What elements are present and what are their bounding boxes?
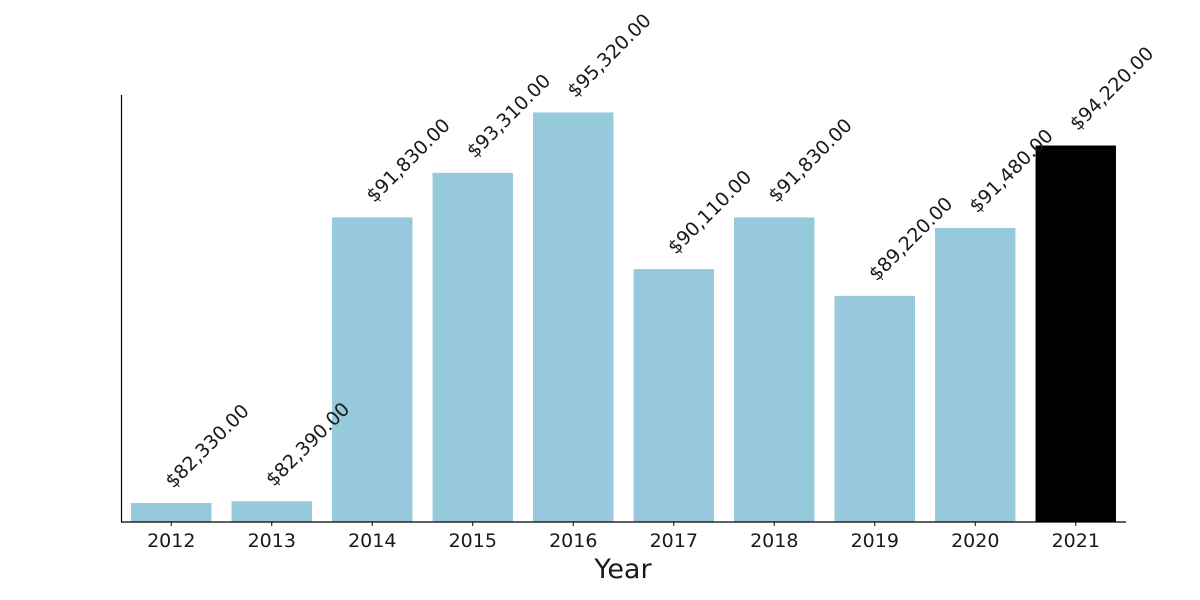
bar-2020	[935, 227, 1016, 522]
bars-group	[131, 112, 1116, 522]
bar-2017	[633, 269, 714, 522]
x-tick-label-2014: 2014	[348, 530, 396, 552]
value-label-2012: $82,330.00	[161, 400, 253, 492]
bar-2019	[834, 295, 915, 522]
bar-2012	[131, 503, 212, 522]
x-tick-label-2020: 2020	[951, 530, 999, 552]
value-label-2016: $95,320.00	[563, 9, 655, 101]
bar-2013	[231, 501, 312, 522]
x-tick-label-2019: 2019	[851, 530, 899, 552]
bar-2016	[533, 112, 614, 522]
x-tick-label-2018: 2018	[750, 530, 798, 552]
x-tick-label-2015: 2015	[449, 530, 497, 552]
x-tick-label-2013: 2013	[248, 530, 296, 552]
x-tick-label-2016: 2016	[549, 530, 597, 552]
x-ticks-group: 2012 2013 2014 2015 2016 2017 2018 2019 2020 2021	[147, 522, 1100, 552]
bar-2015	[432, 172, 513, 522]
bar-2014	[332, 217, 413, 522]
x-tick-label-2012: 2012	[147, 530, 195, 552]
value-label-2018: $91,830.00	[764, 114, 856, 206]
bar-2021	[1035, 145, 1116, 522]
x-tick-label-2021: 2021	[1052, 530, 1100, 552]
value-label-2021: $94,220.00	[1066, 43, 1158, 135]
bar-2018	[734, 217, 815, 522]
x-axis-title: Year	[593, 554, 652, 585]
x-tick-label-2017: 2017	[650, 530, 698, 552]
